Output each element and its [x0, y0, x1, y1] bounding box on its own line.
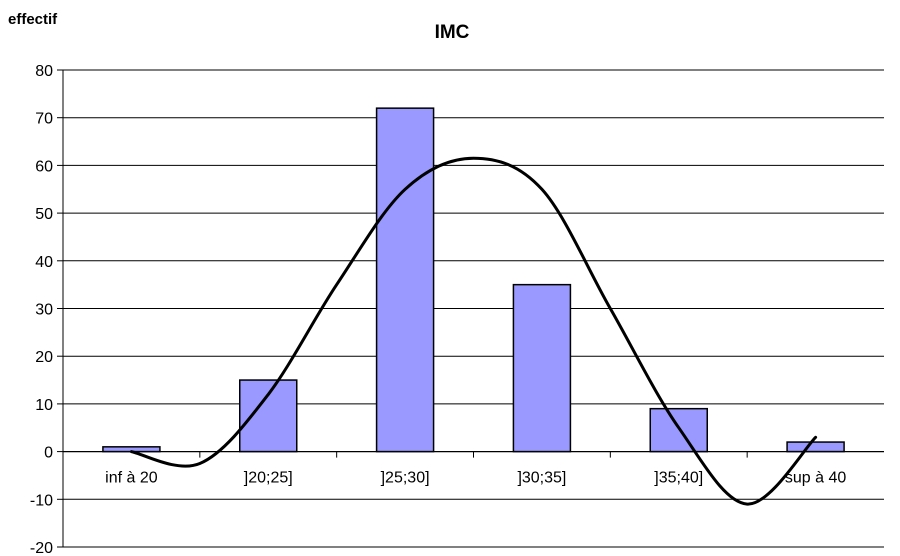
y-tick-label: -20: [30, 540, 53, 556]
y-tick-label: 60: [35, 158, 53, 175]
x-axis-labels: inf à 20 ]20;25] ]25;30] ]30;35] ]35;40] sup …: [105, 470, 846, 487]
trend-curve: [129, 156, 818, 506]
bar: [375, 107, 435, 453]
bar-series: [102, 107, 845, 453]
trend-line: [129, 156, 818, 506]
y-tick-label: -10: [30, 492, 53, 509]
x-tick-label: sup à 40: [785, 470, 846, 487]
y-tick-label: 70: [35, 111, 53, 128]
y-tick-label: 20: [35, 349, 53, 366]
bar: [786, 441, 845, 453]
y-axis-title: effectif: [8, 11, 58, 28]
x-tick-label: ]35;40]: [654, 470, 703, 487]
y-tick-label: 30: [35, 302, 53, 319]
x-tick-label: inf à 20: [105, 470, 158, 487]
chart-title: IMC: [435, 22, 470, 43]
axes: [62, 70, 884, 547]
x-tick-label: ]30;35]: [517, 470, 566, 487]
x-tick-label: ]20;25]: [244, 470, 293, 487]
x-tick-label: ]25;30]: [381, 470, 430, 487]
gridlines: [63, 69, 884, 548]
y-tick-label: 40: [35, 254, 53, 271]
bar: [239, 379, 298, 453]
y-axis-ticks: 80 70 60 50 40 30 20 10 0 -10 -20: [30, 63, 63, 556]
bar: [512, 283, 572, 453]
y-tick-label: 0: [44, 445, 53, 462]
y-tick-label: 80: [35, 63, 53, 80]
y-tick-label: 10: [35, 397, 53, 414]
y-tick-label: 50: [35, 206, 53, 223]
